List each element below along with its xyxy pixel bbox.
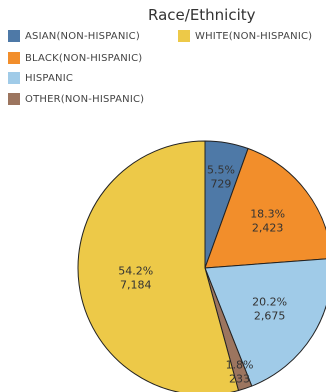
pie-label-value-other: 233	[229, 373, 250, 386]
pie-label-value-black: 2,423	[252, 221, 284, 234]
legend-item-white[interactable]: WHITE(NON-HISPANIC)	[178, 30, 312, 42]
pie-slice-hispanic[interactable]	[204, 258, 326, 387]
pie-label-percent-black: 18.3%	[250, 207, 285, 220]
legend-swatch-hispanic	[8, 72, 20, 84]
legend-label-asian: ASIAN(NON-HISPANIC)	[25, 30, 140, 42]
pie-label-value-white: 7,184	[120, 278, 152, 291]
legend-label-hispanic: HISPANIC	[25, 72, 74, 84]
pie-label-value-asian: 729	[210, 178, 231, 191]
pie-label-percent-hispanic: 20.2%	[252, 295, 287, 308]
legend-item-hispanic[interactable]: HISPANIC	[8, 72, 73, 84]
legend-swatch-white	[178, 30, 190, 42]
legend-label-black: BLACK(NON-HISPANIC)	[25, 52, 143, 64]
pie-label-percent-other: 1.8%	[226, 359, 254, 372]
legend-label-white: WHITE(NON-HISPANIC)	[195, 30, 313, 42]
pie-slice-black[interactable]	[204, 147, 326, 269]
legend-swatch-asian	[8, 30, 20, 42]
legend-label-other: OTHER(NON-HISPANIC)	[25, 93, 145, 105]
legend-swatch-other	[8, 93, 20, 105]
legend-item-other[interactable]: OTHER(NON-HISPANIC)	[8, 93, 144, 105]
legend-item-asian[interactable]: ASIAN(NON-HISPANIC)	[8, 30, 140, 42]
pie-slice-white[interactable]	[77, 140, 240, 392]
pie-label-percent-white: 54.2%	[118, 264, 153, 277]
pie-label-value-hispanic: 2,675	[254, 309, 286, 322]
legend-swatch-black	[8, 52, 20, 64]
legend-item-black[interactable]: BLACK(NON-HISPANIC)	[8, 52, 142, 64]
pie-label-percent-asian: 5.5%	[207, 164, 235, 177]
legend-title: Race/Ethnicity	[148, 6, 256, 24]
